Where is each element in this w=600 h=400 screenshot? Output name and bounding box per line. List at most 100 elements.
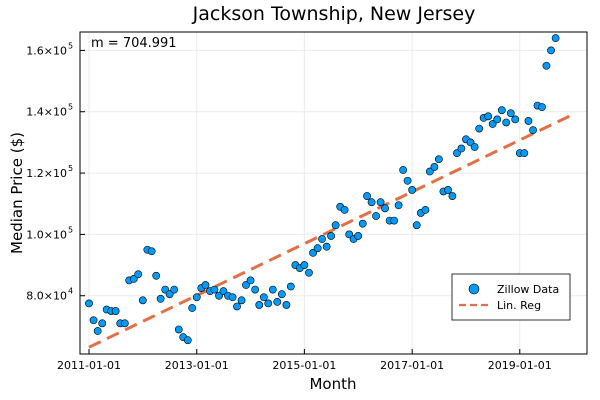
legend-marker-zillow [468,283,480,295]
data-point [228,293,237,302]
data-point [551,34,560,43]
data-point [372,212,380,220]
data-point [367,198,376,207]
data-point [493,115,502,124]
x-tick-label: 2013-01-01 [165,359,229,372]
x-tick-label: 2019-01-01 [488,359,552,372]
y-tick-exponent: 5 [68,225,73,234]
y-tick-label: 8.0×10 [26,290,67,303]
data-point [322,242,331,251]
data-point [340,205,349,214]
y-axis-label: Median Price ($) [8,132,26,254]
data-point [152,271,161,280]
y-tick-label: 1.4×10 [26,106,67,119]
data-point [264,299,273,308]
data-point [381,204,389,213]
data-point [547,46,555,55]
data-point [210,285,219,294]
data-point [147,247,156,256]
y-tick-label: 1.0×10 [26,228,67,241]
data-point [273,297,282,306]
data-point [542,61,551,70]
y-tick-exponent: 4 [68,287,73,296]
data-point [242,281,250,289]
data-point [165,290,174,299]
data-point [457,144,466,153]
data-point [93,327,102,335]
data-point [430,163,439,171]
data-point [425,167,434,176]
data-point [376,198,385,207]
data-point [318,235,326,243]
data-point [134,270,143,279]
legend: Zillow Data Lin. Reg [451,273,571,321]
ticks: 2011-01-01 2013-01-01 2015-01-01 2017-01-01… [26,41,551,372]
data-point [448,192,457,200]
data-point [183,336,192,345]
data-point [394,201,403,210]
x-tick-label: 2015-01-01 [272,359,336,372]
data-point [300,261,309,269]
data-point [434,155,443,164]
y-tick-exponent: 5 [68,164,73,173]
data-point [188,304,197,312]
data-point [390,216,399,225]
data-point [497,106,506,115]
data-point [488,120,497,128]
data-point [511,115,520,124]
data-point [233,302,241,311]
data-point [246,276,255,285]
regression-line [88,112,575,349]
slope-annotation: m = 704.991 [91,36,177,51]
data-point [327,232,335,240]
data-point [363,192,371,200]
data-point [538,103,546,112]
y-tick-exponent: 5 [68,41,73,50]
data-point [268,285,277,294]
data-point [255,301,264,309]
data-point [237,296,246,305]
data-point [309,248,317,257]
data-point [282,301,291,309]
data-point [421,205,430,214]
data-point [174,325,183,334]
data-layer [85,34,575,349]
data-point [286,282,295,291]
data-point [408,186,417,194]
data-point [201,281,210,289]
data-point [475,124,484,133]
data-point [259,293,268,302]
y-tick-label: 1.6×10 [26,44,67,57]
data-point [313,244,322,253]
data-point [399,166,408,174]
data-point [524,117,533,125]
data-point [403,176,412,185]
data-point [170,285,179,294]
data-point [277,290,286,299]
plot-frame [79,31,588,355]
data-point [331,221,340,230]
data-point [520,149,529,158]
y-tick-exponent: 5 [68,103,73,112]
data-point [192,293,201,302]
data-point [506,109,515,118]
data-point [484,112,493,121]
data-point [305,268,313,277]
data-point [470,143,479,151]
legend-label-zillow: Zillow Data [497,283,559,296]
x-tick-label: 2011-01-01 [57,359,121,372]
data-point [354,232,363,240]
legend-label-linreg: Lin. Reg [497,299,541,312]
data-point [444,186,452,194]
data-point [120,319,129,328]
y-tick-label: 1.2×10 [26,167,67,180]
chart-title: Jackson Township, New Jersey [192,3,476,25]
data-point [529,126,537,135]
legend-box [451,273,571,321]
data-point [502,118,511,127]
x-tick-label: 2017-01-01 [380,359,444,372]
data-point [412,221,421,230]
data-point [358,219,367,228]
data-point [98,319,107,328]
